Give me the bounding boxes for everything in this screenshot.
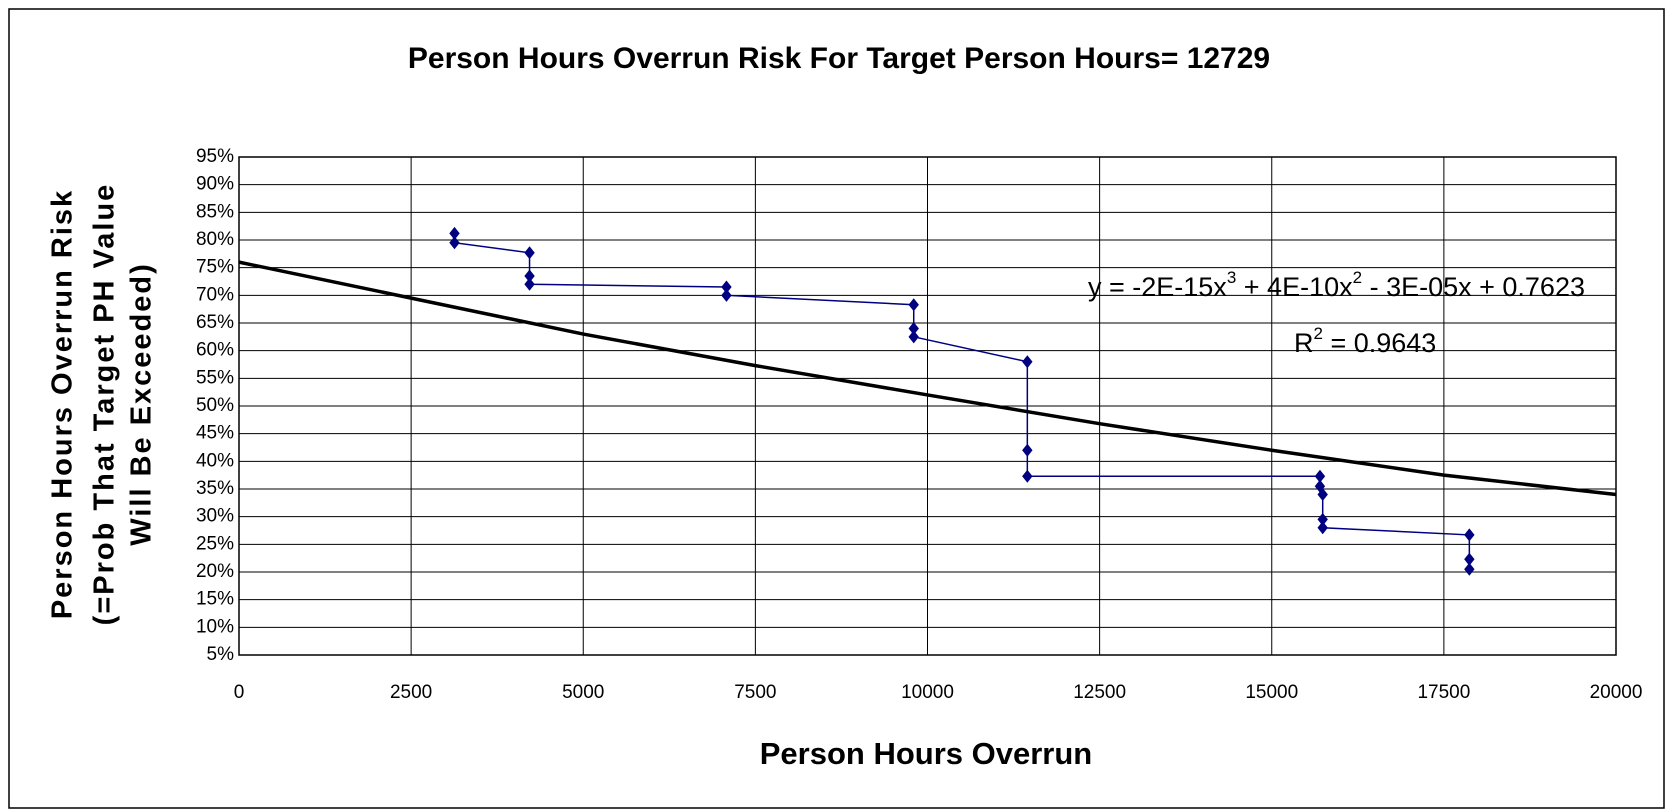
- text-part: R: [1294, 328, 1314, 358]
- series-line: [238, 260, 1617, 497]
- marker: [1464, 562, 1475, 576]
- text-part: y = -2E-15x: [1088, 272, 1227, 302]
- x-tick-label: 2500: [390, 682, 432, 703]
- superscript: 3: [1227, 268, 1236, 287]
- plot-frame: [238, 156, 1617, 656]
- marker: [908, 322, 919, 336]
- marker: [908, 298, 919, 312]
- text-part: + 4E-10x: [1236, 272, 1353, 302]
- marker: [1314, 479, 1326, 493]
- y-tick-label: 60%: [196, 340, 234, 361]
- marker: [721, 288, 732, 302]
- superscript: 2: [1314, 324, 1323, 343]
- text-part: = 0.9643: [1323, 328, 1436, 358]
- y-tick-label: 35%: [196, 478, 234, 499]
- x-tick-label: 15000: [1245, 682, 1298, 703]
- x-axis-label: Person Hours Overrun: [760, 736, 1092, 771]
- marker: [1464, 528, 1475, 542]
- y-axis-label-line: Person Hours Overrun Risk: [47, 189, 79, 619]
- marker: [1022, 469, 1033, 483]
- y-tick-label: 55%: [196, 367, 234, 388]
- x-tick-label: 5000: [562, 682, 604, 703]
- y-tick-label: 45%: [196, 423, 234, 444]
- y-tick-label: 70%: [196, 284, 234, 305]
- chart-border: [8, 8, 1665, 809]
- y-tick-label: 80%: [196, 229, 234, 250]
- marker: [1317, 521, 1328, 535]
- annotation-r2: R2 = 0.9643: [1294, 324, 1436, 358]
- superscript: 2: [1353, 268, 1362, 287]
- x-tick-label: 17500: [1417, 682, 1470, 703]
- marker: [524, 277, 535, 291]
- y-tick-label: 25%: [196, 533, 234, 554]
- y-tick-label: 90%: [196, 174, 234, 195]
- x-tick-label: 7500: [734, 682, 776, 703]
- marker: [1317, 488, 1328, 502]
- x-tick-label: 12500: [1073, 682, 1126, 703]
- marker: [1314, 469, 1326, 483]
- marker: [449, 226, 460, 240]
- y-tick-label: 5%: [207, 644, 235, 665]
- marker: [721, 280, 732, 294]
- y-axis-label: Person Hours Overrun Risk (=Prob That Ta…: [47, 183, 158, 626]
- y-tick-label: 40%: [196, 450, 234, 471]
- y-tick-label: 50%: [196, 395, 234, 416]
- y-tick-label: 20%: [196, 561, 234, 582]
- marker: [449, 236, 460, 250]
- chart-title: Person Hours Overrun Risk For Target Per…: [408, 42, 1270, 75]
- y-axis-label-line: (=Prob That Target PH Value: [89, 183, 121, 626]
- marker: [908, 330, 919, 344]
- y-tick-label: 75%: [196, 257, 234, 278]
- y-tick-label: 30%: [196, 506, 234, 527]
- text-part: - 3E-05x + 0.7623: [1362, 272, 1585, 302]
- annotation-equation: y = -2E-15x3 + 4E-10x2 - 3E-05x + 0.7623: [1088, 268, 1585, 302]
- marker: [524, 246, 535, 260]
- y-tick-label: 95%: [196, 146, 234, 167]
- y-tick-label: 85%: [196, 201, 234, 222]
- y-tick-label: 65%: [196, 312, 234, 333]
- marker: [1022, 355, 1033, 369]
- y-tick-label: 15%: [196, 589, 234, 610]
- marker: [1464, 552, 1475, 566]
- marker: [1317, 512, 1328, 526]
- x-tick-label: 0: [234, 682, 245, 703]
- x-tick-label: 20000: [1590, 682, 1643, 703]
- y-tick-label: 10%: [196, 616, 234, 637]
- marker: [1022, 443, 1033, 457]
- x-tick-label: 10000: [901, 682, 954, 703]
- marker: [524, 269, 535, 283]
- y-axis-label-line: Will Be Exceeded): [126, 262, 158, 546]
